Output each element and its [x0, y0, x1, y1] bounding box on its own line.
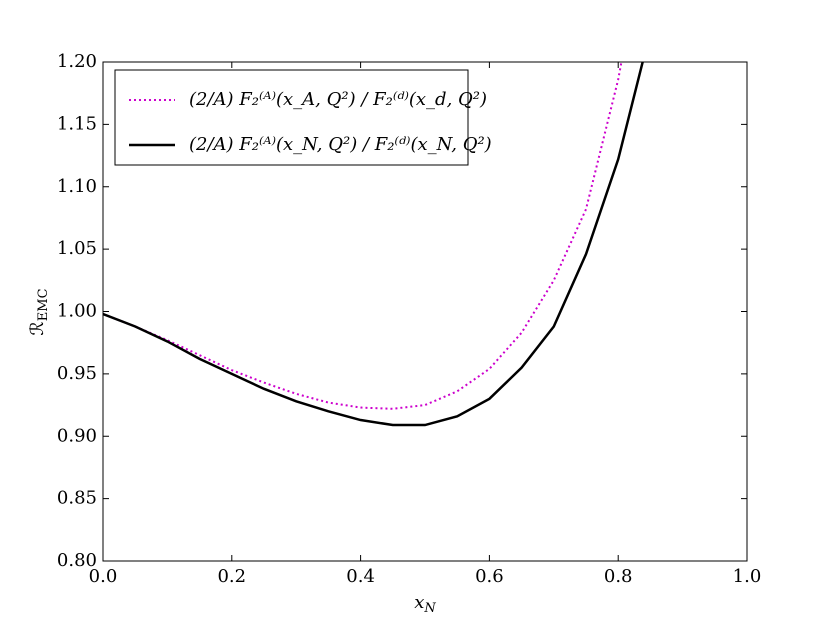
x-tick-label: 0.6	[475, 566, 504, 587]
y-label-sub: EMC	[36, 288, 51, 321]
x-tick-label: 0.4	[346, 566, 375, 587]
legend-label: (2/A) F₂⁽ᴬ⁾(x_N, Q²) / F₂⁽ᵈ⁾(x_N, Q²)	[189, 134, 492, 155]
x-tick-label: 0.0	[89, 566, 118, 587]
x-axis-label: xN	[414, 592, 436, 616]
data-line	[103, 62, 644, 427]
legend-label: (2/A) F₂⁽ᴬ⁾(x_A, Q²) / F₂⁽ᵈ⁾(x_d, Q²)	[189, 89, 487, 110]
legend-box	[114, 69, 469, 166]
y-tick-label: 1.10	[57, 176, 97, 197]
data-line	[103, 62, 623, 410]
y-tick-label: 1.05	[57, 238, 97, 259]
y-label-main: ℛ	[27, 321, 48, 335]
y-tick-label: 1.20	[57, 51, 97, 72]
x-label-sub: N	[423, 601, 436, 616]
y-tick-label: 1.00	[57, 301, 97, 322]
y-tick-label: 0.80	[57, 550, 97, 571]
x-tick-label: 1.0	[733, 566, 762, 587]
y-tick-label: 0.95	[57, 363, 97, 384]
plot-frame	[102, 61, 748, 562]
x-tick-label: 0.8	[604, 566, 633, 587]
y-axis-label: ℛEMC	[27, 288, 51, 335]
y-tick-label: 0.85	[57, 488, 97, 509]
y-tick-label: 0.90	[57, 425, 97, 446]
y-tick-label: 1.15	[57, 113, 97, 134]
x-label-main: x	[414, 592, 424, 613]
x-tick-label: 0.2	[217, 566, 246, 587]
